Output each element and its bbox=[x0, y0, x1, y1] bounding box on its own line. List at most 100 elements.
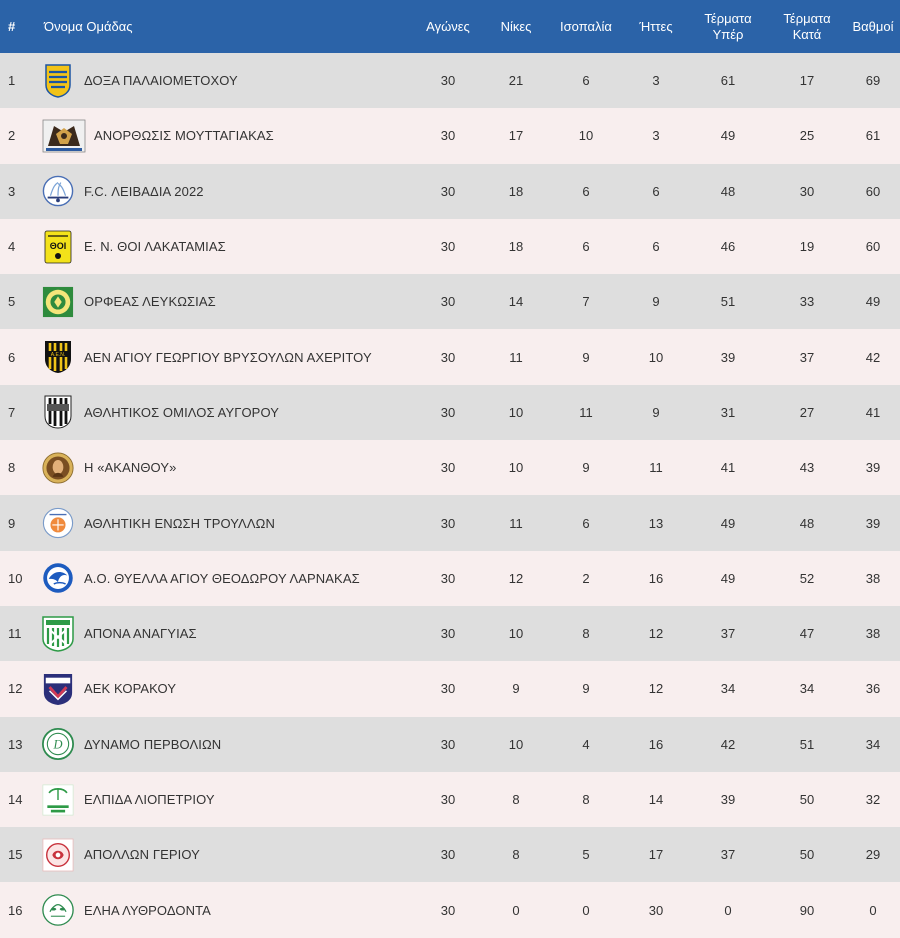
header-goals-against[interactable]: Τέρματα Κατά bbox=[768, 0, 846, 53]
team-name-link[interactable]: ΕΛΠΙΔΑ ΛΙΟΠΕΤΡΙΟΥ bbox=[84, 792, 215, 807]
table-row[interactable]: 8 Η «ΑΚΑΝΘΟΥ» 30 10 9 11 41 43 39 bbox=[0, 440, 900, 496]
thyella-crest-icon bbox=[42, 562, 74, 594]
played-cell: 30 bbox=[440, 570, 456, 586]
team-info[interactable]: F.C. ΛΕΙΒΑΔΙΑ 2022 bbox=[42, 175, 412, 207]
header-played[interactable]: Αγώνες bbox=[426, 18, 470, 34]
team-name-link[interactable]: Α.Ο. ΘΥΕΛΛΑ ΑΓΙΟΥ ΘΕΟΔΩΡΟΥ ΛΑΡΝΑΚΑΣ bbox=[84, 570, 360, 586]
team-info[interactable]: ΘΟΙ Ε. Ν. ΘΟΙ ΛΑΚΑΤΑΜΙΑΣ bbox=[42, 230, 412, 263]
position-cell: 10 bbox=[8, 570, 23, 586]
team-info[interactable]: ΑΘΛΗΤΙΚΗ ΕΝΩΣΗ ΤΡΟΥΛΛΩΝ bbox=[42, 507, 412, 539]
table-row[interactable]: 6 Α.Ε.Ν. ΑΕΝ ΑΓΙΟΥ ΓΕΩΡΓΙΟΥ ΒΡΥΣΟΥΛΩΝ ΑΧΕΡ… bbox=[0, 329, 900, 385]
header-points[interactable]: Βαθμοί bbox=[852, 18, 894, 34]
team-info[interactable]: ΑΠΟΛΛΩΝ ΓΕΡΙΟΥ bbox=[42, 838, 412, 872]
goals-for-cell: 39 bbox=[720, 792, 736, 807]
team-info[interactable]: Α.Ο. ΘΥΕΛΛΑ ΑΓΙΟΥ ΘΕΟΔΩΡΟΥ ΛΑΡΝΑΚΑΣ bbox=[42, 562, 412, 594]
header-position[interactable]: # bbox=[8, 18, 16, 34]
team-cell: ΑΠΟΝΑ ΑΝΑΓΥΙΑΣ bbox=[34, 606, 412, 661]
losses-cell: 13 bbox=[648, 515, 664, 531]
points-cell: 34 bbox=[865, 736, 881, 752]
team-name-link[interactable]: ΔΥΝΑΜΟ ΠΕΡΒΟΛΙΩΝ bbox=[84, 736, 222, 752]
draws-cell: 9 bbox=[582, 681, 590, 697]
draws-cell: 6 bbox=[582, 183, 590, 199]
points-cell: 39 bbox=[865, 460, 881, 476]
team-name-link[interactable]: Η «ΑΚΑΝΘΟΥ» bbox=[84, 460, 177, 476]
team-info[interactable]: ΕΛΠΙΔΑ ΛΙΟΠΕΤΡΙΟΥ bbox=[42, 784, 412, 816]
losses-cell: 14 bbox=[648, 792, 664, 807]
wins-cell: 17 bbox=[508, 128, 524, 144]
header-goals-for[interactable]: Τέρματα Υπέρ bbox=[688, 0, 768, 53]
team-name-link[interactable]: ΕΛΗΑ ΛΥΘΡΟΔΟΝΤΑ bbox=[84, 902, 211, 918]
draws-cell: 9 bbox=[582, 460, 590, 476]
position-cell: 8 bbox=[8, 460, 16, 476]
team-name-link[interactable]: ΑΕΝ ΑΓΙΟΥ ΓΕΩΡΓΙΟΥ ΒΡΥΣΟΥΛΩΝ ΑΧΕΡΙΤΟΥ bbox=[84, 349, 372, 365]
team-info[interactable]: Α.Ε.Ν. ΑΕΝ ΑΓΙΟΥ ΓΕΩΡΓΙΟΥ ΒΡΥΣΟΥΛΩΝ ΑΧΕΡΙ… bbox=[42, 341, 412, 374]
team-info[interactable]: D ΔΥΝΑΜΟ ΠΕΡΒΟΛΙΩΝ bbox=[42, 728, 412, 761]
team-name-link[interactable]: ΑΘΛΗΤΙΚΟΣ ΟΜΙΛΟΣ ΑΥΓΟΡΟΥ bbox=[84, 404, 280, 420]
team-cell: D ΔΥΝΑΜΟ ΠΕΡΒΟΛΙΩΝ bbox=[34, 717, 412, 772]
position-cell: 2 bbox=[8, 128, 16, 144]
table-row[interactable]: 3 F.C. ΛΕΙΒΑΔΙΑ 2022 30 18 6 6 48 30 60 bbox=[0, 163, 900, 219]
header-draws[interactable]: Ισοπαλία bbox=[560, 18, 612, 34]
position-cell: 14 bbox=[8, 792, 23, 807]
akanthou-crest-icon bbox=[42, 452, 74, 484]
wins-cell: 8 bbox=[512, 847, 520, 863]
svg-text:ΘΟΙ: ΘΟΙ bbox=[50, 241, 67, 251]
position-cell: 7 bbox=[8, 404, 16, 420]
losses-cell: 16 bbox=[648, 570, 664, 586]
table-row[interactable]: 4 ΘΟΙ Ε. Ν. ΘΟΙ ΛΑΚΑΤΑΜΙΑΣ 30 18 6 6 46 19 60 bbox=[0, 218, 900, 275]
team-name-link[interactable]: ΔΟΞΑ ΠΑΛΑΙΟΜΕΤΟΧΟΥ bbox=[84, 73, 238, 89]
goals-against-cell: 47 bbox=[799, 626, 815, 642]
team-info[interactable]: ΟΡΦΕΑΣ ΛΕΥΚΩΣΙΑΣ bbox=[42, 286, 412, 318]
team-name-link[interactable]: ΑΝΟΡΘΩΣΙΣ ΜΟΥΤΤΑΓΙΑΚΑΣ bbox=[94, 128, 274, 144]
table-row[interactable]: 9 ΑΘΛΗΤΙΚΗ ΕΝΩΣΗ ΤΡΟΥΛΛΩΝ 30 11 6 13 49 48 39 bbox=[0, 495, 900, 551]
team-name-link[interactable]: ΑΘΛΗΤΙΚΗ ΕΝΩΣΗ ΤΡΟΥΛΛΩΝ bbox=[84, 515, 275, 531]
played-cell: 30 bbox=[440, 349, 456, 365]
team-info[interactable]: ΑΝΟΡΘΩΣΙΣ ΜΟΥΤΤΑΓΙΑΚΑΣ bbox=[42, 119, 412, 153]
team-info[interactable]: ΑΘΛΗΤΙΚΟΣ ΟΜΙΛΟΣ ΑΥΓΟΡΟΥ bbox=[42, 395, 412, 429]
table-row[interactable]: 2 ΑΝΟΡΘΩΣΙΣ ΜΟΥΤΤΑΓΙΑΚΑΣ 30 17 10 3 49 25 61 bbox=[0, 108, 900, 164]
header-wins[interactable]: Νίκες bbox=[500, 18, 532, 34]
table-row[interactable]: 14 ΕΛΠΙΔΑ ΛΙΟΠΕΤΡΙΟΥ 30 8 8 14 39 50 32 bbox=[0, 771, 900, 828]
points-cell: 49 bbox=[865, 294, 881, 310]
team-name-link[interactable]: Ε. Ν. ΘΟΙ ΛΑΚΑΤΑΜΙΑΣ bbox=[84, 239, 226, 255]
losses-cell: 30 bbox=[648, 902, 664, 918]
team-name-link[interactable]: ΑΠΟΝΑ ΑΝΑΓΥΙΑΣ bbox=[84, 626, 197, 642]
points-cell: 36 bbox=[865, 681, 881, 697]
svg-text:D: D bbox=[53, 738, 63, 752]
table-row[interactable]: 5 ΟΡΦΕΑΣ ΛΕΥΚΩΣΙΑΣ 30 14 7 9 51 33 49 bbox=[0, 274, 900, 330]
team-name-link[interactable]: F.C. ΛΕΙΒΑΔΙΑ 2022 bbox=[84, 183, 204, 199]
draws-cell: 5 bbox=[582, 847, 590, 863]
position-cell: 16 bbox=[8, 902, 23, 918]
wins-cell: 10 bbox=[508, 404, 524, 420]
header-losses[interactable]: Ήττες bbox=[639, 18, 673, 34]
points-cell: 41 bbox=[865, 404, 881, 420]
table-row[interactable]: 11 ΑΠΟΝΑ ΑΝΑΓΥΙΑΣ 30 10 8 12 37 47 38 bbox=[0, 605, 900, 662]
points-cell: 42 bbox=[865, 349, 881, 365]
table-row[interactable]: 1 ΔΟΞΑ ΠΑΛΑΙΟΜΕΤΟΧΟΥ 30 21 6 3 61 17 69 bbox=[0, 53, 900, 109]
team-name-link[interactable]: ΟΡΦΕΑΣ ΛΕΥΚΩΣΙΑΣ bbox=[84, 294, 216, 310]
table-row[interactable]: 10 Α.Ο. ΘΥΕΛΛΑ ΑΓΙΟΥ ΘΕΟΔΩΡΟΥ ΛΑΡΝΑΚΑΣ 30 1… bbox=[0, 550, 900, 606]
team-name-link[interactable]: ΑΕΚ ΚΟΡΑΚΟΥ bbox=[84, 681, 177, 697]
team-info[interactable]: ΔΟΞΑ ΠΑΛΑΙΟΜΕΤΟΧΟΥ bbox=[42, 63, 412, 98]
draws-cell: 8 bbox=[582, 626, 590, 642]
aen-crest-icon: Α.Ε.Ν. bbox=[42, 341, 74, 374]
table-row[interactable]: 12 ΑΕΚ ΚΟΡΑΚΟΥ 30 9 9 12 34 34 36 bbox=[0, 661, 900, 717]
table-header-row: # Όνομα Ομάδας Αγώνες Νίκες Ισοπαλία Ήττ… bbox=[0, 0, 900, 53]
losses-cell: 3 bbox=[652, 73, 660, 89]
team-info[interactable]: ΑΕΚ ΚΟΡΑΚΟΥ bbox=[42, 673, 412, 705]
losses-cell: 9 bbox=[652, 294, 660, 310]
table-row[interactable]: 13 D ΔΥΝΑΜΟ ΠΕΡΒΟΛΙΩΝ 30 10 4 16 42 51 34 bbox=[0, 716, 900, 772]
team-info[interactable]: Η «ΑΚΑΝΘΟΥ» bbox=[42, 452, 412, 484]
draws-cell: 6 bbox=[582, 239, 590, 255]
table-row[interactable]: 15 ΑΠΟΛΛΩΝ ΓΕΡΙΟΥ 30 8 5 17 37 50 29 bbox=[0, 827, 900, 883]
table-row[interactable]: 7 ΑΘΛΗΤΙΚΟΣ ΟΜΙΛΟΣ ΑΥΓΟΡΟΥ 30 10 11 9 31 27 41 bbox=[0, 384, 900, 441]
team-name-link[interactable]: ΑΠΟΛΛΩΝ ΓΕΡΙΟΥ bbox=[84, 847, 200, 863]
header-team-name[interactable]: Όνομα Ομάδας bbox=[44, 18, 133, 34]
goals-against-cell: 90 bbox=[799, 902, 815, 918]
points-cell: 38 bbox=[865, 626, 881, 642]
wins-cell: 11 bbox=[509, 349, 523, 365]
table-row[interactable]: 16 ΕΛΗΑ ΛΥΘΡΟΔΟΝΤΑ 30 0 0 30 0 90 0 bbox=[0, 882, 900, 938]
team-info[interactable]: ΑΠΟΝΑ ΑΝΑΓΥΙΑΣ bbox=[42, 615, 412, 652]
played-cell: 30 bbox=[440, 515, 456, 531]
team-info[interactable]: ΕΛΗΑ ΛΥΘΡΟΔΟΝΤΑ bbox=[42, 894, 412, 926]
